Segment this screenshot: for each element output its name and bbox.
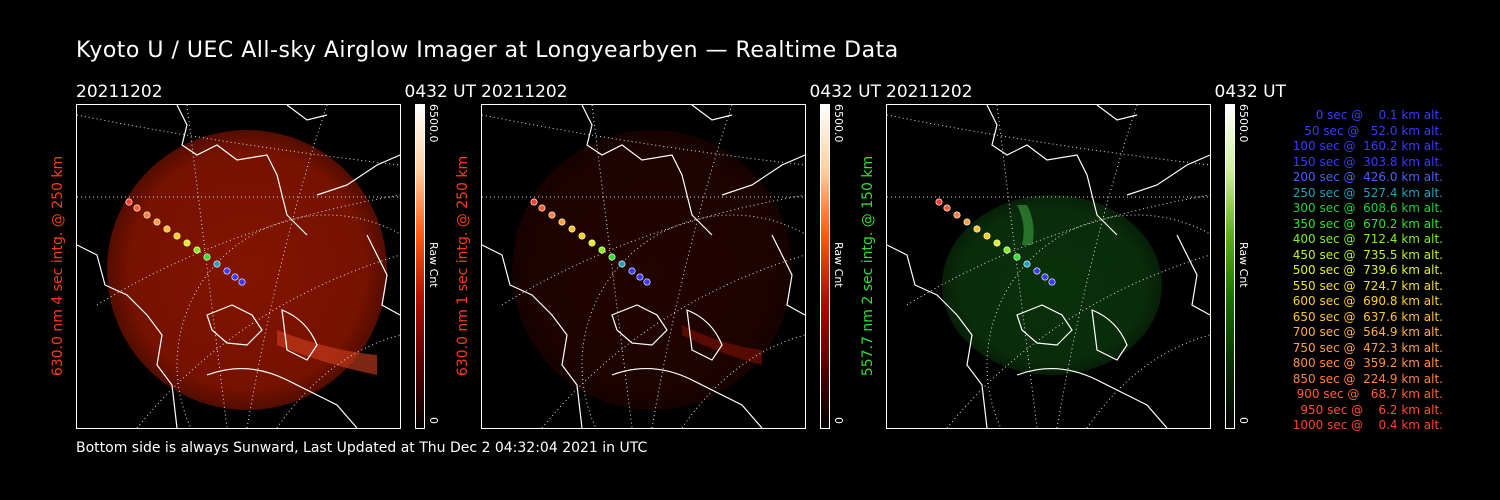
coastline [77, 105, 400, 428]
trajectory-point [163, 225, 171, 233]
trajectory-point [963, 218, 971, 226]
trajectory-point [558, 218, 566, 226]
legend-entry: 800 sec @ 359.2 km alt. [1292, 356, 1443, 370]
colorbar-max-label: 6500.0 [832, 104, 845, 143]
trajectory-point [213, 260, 221, 268]
airglow-image [76, 104, 401, 429]
legend-entry: 150 sec @ 303.8 km alt. [1292, 154, 1443, 169]
legend-entry: 1000 sec @ 0.4 km alt. [1292, 418, 1443, 432]
trajectory-point [238, 278, 246, 286]
legend-entry: 200 sec @ 426.0 km alt. [1292, 170, 1443, 184]
trajectory-point [223, 267, 231, 275]
airglow-panel-630-1s: 20211202 0432 UT 630.0 nm 1 sec intg. @ … [455, 82, 882, 432]
panel-time: 0432 UT [1214, 82, 1287, 102]
legend-entry: 500 sec @ 739.6 km alt. [1292, 263, 1443, 277]
trajectory-point [1041, 273, 1049, 281]
colorbar [1225, 104, 1235, 429]
trajectory-point [1048, 278, 1056, 286]
trajectory-point [143, 211, 151, 219]
trajectory-point [953, 211, 961, 219]
trajectory-point [125, 198, 133, 206]
trajectory-point [578, 232, 586, 240]
aurora-band [277, 330, 377, 375]
legend-entry: 300 sec @ 608.6 km alt. [1292, 201, 1443, 215]
airglow-image [481, 104, 806, 429]
legend-entry: 700 sec @ 564.9 km alt. [1292, 325, 1443, 339]
trajectory-point [1003, 246, 1011, 254]
trajectory-point [1013, 253, 1021, 261]
trajectory-point [153, 218, 161, 226]
colorbar-min-label: 0 [1237, 417, 1250, 424]
trajectory-point [993, 239, 1001, 247]
trajectory-point [588, 239, 596, 247]
colorbar-unit-label: Raw Cnt [427, 242, 440, 288]
colorbar-max-label: 6500.0 [1237, 104, 1250, 143]
colorbar-max-label: 6500.0 [427, 104, 440, 143]
trajectory-legend: 0 sec @ 0.1 km alt. 50 sec @ 52.0 km alt.… [1255, 108, 1443, 434]
panel-time: 0432 UT [404, 82, 477, 102]
trajectory-point [1023, 260, 1031, 268]
aurora-band [1017, 205, 1034, 245]
trajectory-point [643, 278, 651, 286]
panel-time: 0432 UT [809, 82, 882, 102]
panel-date: 20211202 [886, 82, 973, 102]
legend-entry: 550 sec @ 724.7 km alt. [1292, 278, 1443, 293]
trajectory-point [231, 273, 239, 281]
coastline [887, 105, 1210, 428]
legend-entry: 450 sec @ 735.5 km alt. [1292, 247, 1443, 262]
legend-entry: 850 sec @ 224.9 km alt. [1292, 371, 1443, 386]
airglow-panel-630-4s: 20211202 0432 UT 630.0 nm 4 sec intg. @ … [50, 82, 477, 432]
lat-lon-grid [77, 105, 400, 428]
legend-entry: 950 sec @ 6.2 km alt. [1300, 402, 1443, 417]
trajectory-point [973, 225, 981, 233]
trajectory-point [618, 260, 626, 268]
colorbar-unit-label: Raw Cnt [1237, 242, 1250, 288]
legend-entry: 0 sec @ 0.1 km alt. [1315, 108, 1443, 122]
trajectory-point [598, 246, 606, 254]
trajectory-point [183, 239, 191, 247]
airglow-disk [107, 130, 387, 410]
legend-entry: 900 sec @ 68.7 km alt. [1296, 387, 1443, 401]
airglow-disk [512, 130, 792, 410]
airglow-image [886, 104, 1211, 429]
trajectory-point [193, 246, 201, 254]
trajectory-point [530, 198, 538, 206]
airglow-panel-557-2s: 20211202 0432 UT 557.7 nm 2 sec intg. @ … [860, 82, 1287, 432]
trajectory-point [1033, 267, 1041, 275]
legend-entry: 100 sec @ 160.2 km alt. [1292, 139, 1443, 153]
colorbar [820, 104, 830, 429]
page-title: Kyoto U / UEC All-sky Airglow Imager at … [76, 38, 899, 63]
trajectory-point [173, 232, 181, 240]
colorbar-min-label: 0 [427, 417, 440, 424]
coastline [482, 105, 805, 428]
legend-entry: 250 sec @ 527.4 km alt. [1292, 185, 1443, 200]
footer-note: Bottom side is always Sunward, Last Upda… [76, 440, 648, 456]
trajectory-point [203, 253, 211, 261]
lat-lon-grid [482, 105, 805, 428]
trajectory-point [628, 267, 636, 275]
trajectory-point [943, 204, 951, 212]
trajectory-point [983, 232, 991, 240]
trajectory-point [935, 198, 943, 206]
legend-entry: 650 sec @ 637.6 km alt. [1292, 309, 1443, 324]
trajectory-point [133, 204, 141, 212]
trajectory-point [636, 273, 644, 281]
colorbar [415, 104, 425, 429]
trajectory-point [608, 253, 616, 261]
legend-entry: 600 sec @ 690.8 km alt. [1292, 294, 1443, 308]
legend-entry: 50 sec @ 52.0 km alt. [1304, 123, 1443, 138]
trajectory-point [548, 211, 556, 219]
colorbar-min-label: 0 [832, 417, 845, 424]
colorbar-unit-label: Raw Cnt [832, 242, 845, 288]
panel-date: 20211202 [76, 82, 163, 102]
trajectory-point [538, 204, 546, 212]
lat-lon-grid [887, 105, 1210, 428]
panel-date: 20211202 [481, 82, 568, 102]
legend-entry: 350 sec @ 670.2 km alt. [1292, 216, 1443, 231]
legend-entry: 750 sec @ 472.3 km alt. [1292, 340, 1443, 355]
legend-entry: 400 sec @ 712.4 km alt. [1292, 232, 1443, 246]
trajectory-point [568, 225, 576, 233]
